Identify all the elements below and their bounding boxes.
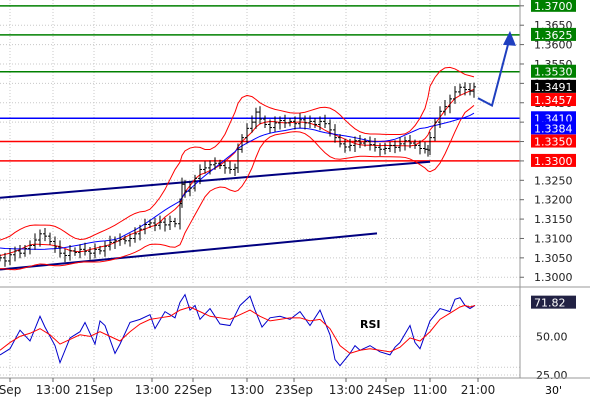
price-axis: 1.37001.36501.36001.35501.35001.34501.34… bbox=[519, 0, 573, 378]
time-axis: Sep 13:00 21Sep 13:00 22Sep 13:00 23Sep 13:00 24… bbox=[0, 377, 590, 397]
price-tick-label: 1.3050 bbox=[534, 252, 573, 265]
trendlines bbox=[0, 160, 431, 271]
rsi-series-line bbox=[0, 293, 476, 367]
rsi-label: RSI bbox=[360, 318, 381, 331]
rsi-lines bbox=[0, 293, 476, 367]
price-marker-box bbox=[531, 93, 576, 107]
price-tick-label: 1.3000 bbox=[534, 271, 573, 284]
price-marker-label: 1.3625 bbox=[534, 29, 573, 42]
rsi-tick-label: 50.00 bbox=[536, 330, 568, 343]
price-tick-label: 1.3100 bbox=[534, 232, 573, 245]
time-tick-label: 23Sep bbox=[275, 383, 313, 397]
projection-arrow-line bbox=[477, 36, 511, 107]
price-marker-box bbox=[531, 111, 576, 125]
time-tick-label: 21Sep bbox=[75, 383, 113, 397]
rsi-grid bbox=[0, 290, 520, 376]
timeframe-label: 30' bbox=[545, 384, 562, 397]
price-tick-label: 1.3200 bbox=[534, 194, 573, 207]
price-marker-box bbox=[531, 134, 576, 148]
price-marker-label: 1.3700 bbox=[534, 0, 573, 13]
rsi-tick-label: 25.00 bbox=[536, 369, 568, 382]
time-tick-label: 11:00 bbox=[413, 383, 448, 397]
trendline bbox=[0, 160, 431, 199]
rsi-axis: 50.00 25.00 71.82 bbox=[531, 295, 576, 382]
moving-average bbox=[0, 112, 475, 250]
trendline bbox=[0, 232, 378, 271]
time-tick-label: Sep bbox=[0, 383, 21, 397]
price-marker-box bbox=[531, 27, 576, 41]
projection-arrow bbox=[477, 30, 516, 107]
bollinger-lower bbox=[0, 105, 475, 271]
price-marker-box bbox=[531, 79, 576, 93]
rsi-value-label: 71.82 bbox=[534, 297, 566, 310]
price-marker-label: 1.3300 bbox=[534, 155, 573, 168]
time-tick-label: 13:00 bbox=[230, 383, 265, 397]
price-tick-label: 1.3150 bbox=[534, 213, 573, 226]
rsi-value-box bbox=[531, 295, 576, 309]
price-grid bbox=[0, 0, 590, 288]
price-marker-label: 1.3384 bbox=[534, 122, 573, 135]
time-tick-label: 13:00 bbox=[135, 383, 170, 397]
time-tick-label: 22Sep bbox=[174, 383, 212, 397]
price-bars bbox=[0, 82, 476, 267]
price-marker-box bbox=[531, 121, 576, 135]
moving-average-line bbox=[0, 112, 475, 250]
price-tick-label: 1.3250 bbox=[534, 174, 573, 187]
price-marker-box bbox=[531, 153, 576, 167]
time-tick-label: 13:00 bbox=[36, 383, 71, 397]
bollinger-upper bbox=[0, 66, 475, 241]
rsi-series-line bbox=[0, 304, 476, 354]
price-marker-label: 1.3457 bbox=[534, 94, 573, 107]
time-tick-label: 21:00 bbox=[461, 383, 496, 397]
price-markers: 1.37001.36251.35301.34911.34571.34101.33… bbox=[531, 0, 576, 168]
price-marker-label: 1.3530 bbox=[534, 66, 573, 79]
price-marker-label: 1.3491 bbox=[534, 81, 573, 94]
arrow-head bbox=[503, 30, 516, 46]
time-tick-label: 24Sep bbox=[367, 383, 405, 397]
price-marker-box bbox=[531, 0, 576, 12]
time-tick-label: 13:00 bbox=[329, 383, 364, 397]
price-marker-box bbox=[531, 64, 576, 78]
support-resistance-levels bbox=[0, 5, 520, 162]
price-marker-label: 1.3350 bbox=[534, 136, 573, 149]
bollinger-middle bbox=[0, 88, 475, 257]
bollinger-bands bbox=[0, 66, 475, 271]
price-tick-label: 1.3600 bbox=[534, 39, 573, 52]
